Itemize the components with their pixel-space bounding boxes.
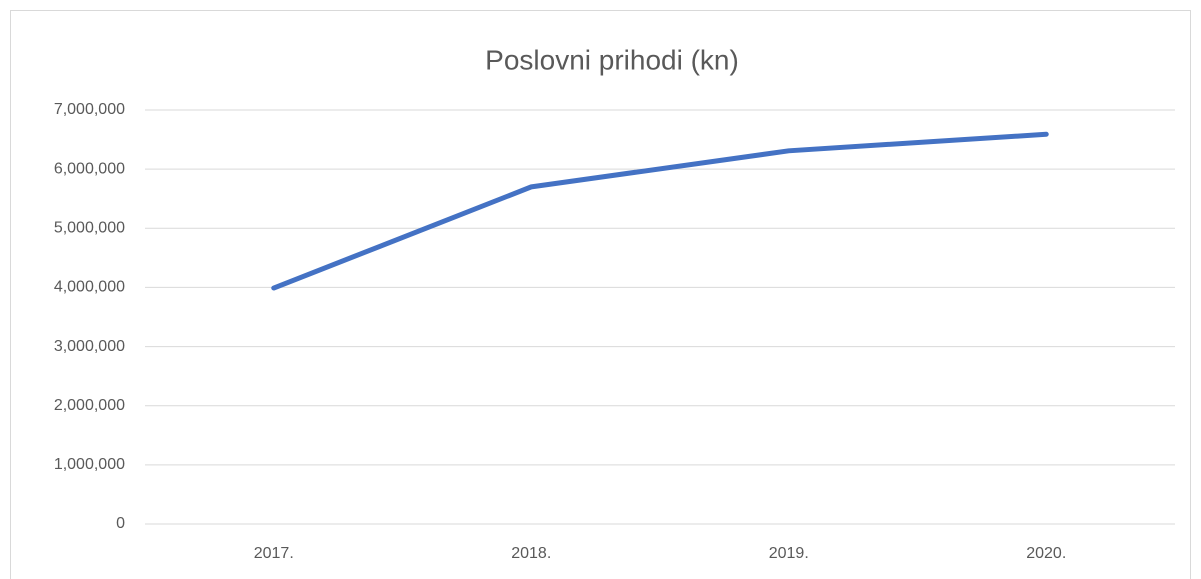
chart-border: [10, 10, 1191, 579]
y-tick-label: 5,000,000: [54, 220, 125, 237]
chart-title: Poslovni prihodi (kn): [485, 44, 739, 75]
y-tick-label: 7,000,000: [54, 101, 125, 118]
y-tick-label: 3,000,000: [54, 338, 125, 355]
x-tick-label: 2020.: [1026, 545, 1066, 562]
y-tick-label: 0: [116, 515, 125, 532]
x-tick-label: 2019.: [769, 545, 809, 562]
x-tick-label: 2017.: [254, 545, 294, 562]
y-tick-label: 6,000,000: [54, 160, 125, 177]
y-tick-label: 2,000,000: [54, 397, 125, 414]
x-tick-label: 2018.: [511, 545, 551, 562]
y-tick-label: 4,000,000: [54, 279, 125, 296]
y-tick-label: 1,000,000: [54, 456, 125, 473]
line-series: [271, 131, 1049, 291]
